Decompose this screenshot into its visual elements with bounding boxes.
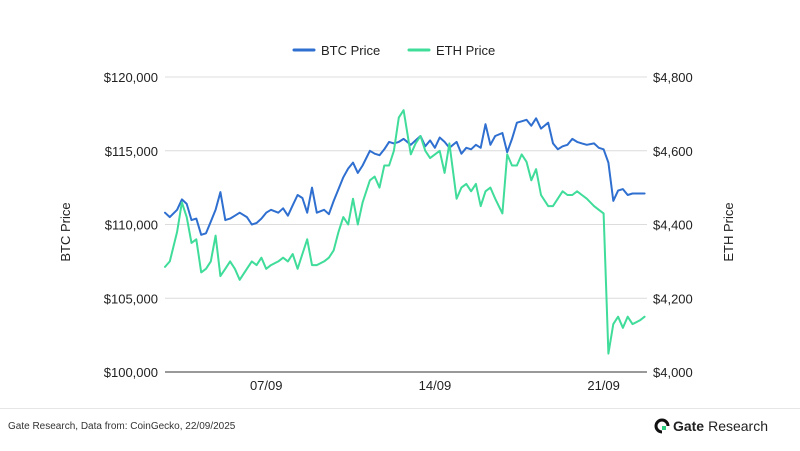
btc-price-line (164, 117, 646, 236)
gate-research-logo: Gate Research (654, 418, 768, 434)
y-left-axis-title: BTC Price (58, 202, 73, 261)
legend-label: ETH Price (436, 43, 495, 58)
data-source-note: Gate Research, Data from: CoinGecko, 22/… (8, 421, 236, 432)
y-right-tick-label: $4,600 (653, 144, 693, 159)
y-right-tick-label: $4,000 (653, 365, 693, 380)
y-right-tick-label: $4,200 (653, 291, 693, 306)
price-chart: $100,000 $105,000 $110,000 $115,000 $120,000… (58, 43, 736, 393)
x-tick-label: 07/09 (250, 378, 283, 393)
footer-divider (0, 408, 800, 409)
y-right-tick-label: $4,800 (653, 70, 693, 85)
brand-name: Gate (672, 418, 705, 434)
brand-suffix: Research (708, 418, 768, 434)
gate-logo-icon (654, 418, 670, 434)
y-left-tick-label: $120,000 (104, 70, 158, 85)
y-right-tick-label: $4,400 (653, 218, 693, 233)
y-right-axis-title: ETH Price (721, 202, 736, 261)
legend-label: BTC Price (321, 43, 380, 58)
y-left-tick-label: $110,000 (105, 218, 158, 233)
y-left-tick-label: $115,000 (105, 144, 158, 159)
x-tick-label: 14/09 (419, 378, 452, 393)
y-left-tick-label: $105,000 (104, 291, 158, 306)
x-tick-label: 21/09 (587, 378, 620, 393)
eth-price-line (164, 109, 646, 355)
y-left-tick-label: $100,000 (104, 365, 158, 380)
